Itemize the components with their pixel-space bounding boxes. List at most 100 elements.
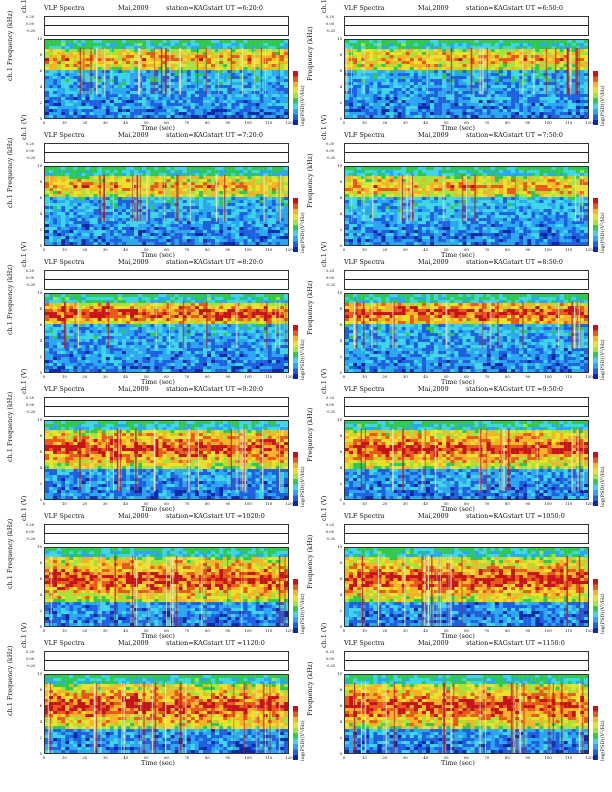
spectrogram-cell [61, 197, 66, 201]
spectrogram-cell [474, 40, 479, 44]
spectrogram-cell [381, 49, 386, 53]
spectrogram-cell [198, 64, 204, 68]
spectrogram-cell [130, 236, 135, 240]
spectrogram-cell [85, 236, 90, 240]
spectrogram-cell [158, 218, 163, 222]
spectrogram-cell [267, 103, 272, 107]
spectrogram-cell [57, 58, 62, 62]
spectrogram-cell [275, 103, 281, 107]
spectrogram-cell [49, 191, 54, 195]
spectrogram-cell [154, 49, 159, 53]
spectrogram-cell [186, 82, 191, 86]
spectrogram-cell [202, 176, 208, 180]
spectrogram-cell [142, 227, 147, 231]
spectrogram-cell [235, 185, 240, 189]
spectrogram-cell [182, 109, 187, 113]
spectrogram-cell [158, 40, 163, 44]
spectrogram-cell [215, 88, 220, 92]
spectrogram-cell [430, 64, 435, 68]
spectrogram-cell [53, 236, 58, 240]
spectrogram-cell [231, 224, 236, 228]
spectrogram-cell [109, 76, 114, 80]
spectrogram-cell [182, 167, 187, 171]
spectrogram-cell [458, 52, 463, 56]
spectrogram-cell [283, 236, 288, 240]
spectrogram-cell [146, 82, 151, 86]
spectrogram-cell [69, 227, 74, 231]
spectrogram-cell [134, 227, 139, 231]
spectrogram-cell [93, 58, 98, 62]
spectrogram-cell [474, 49, 479, 53]
spectrogram-cell [146, 233, 151, 237]
spectrogram-cell [117, 109, 123, 113]
spectrogram-cell [223, 236, 228, 240]
spectrogram-cell [267, 112, 272, 116]
spectrogram-cell [369, 103, 374, 107]
spectrogram-cell [178, 206, 183, 210]
spectrogram-cell [454, 109, 459, 113]
spectrogram-cell [466, 85, 471, 89]
spectrogram-cell [434, 43, 439, 47]
spectrogram-cell [223, 109, 228, 113]
spectrogram-cell [417, 76, 423, 80]
spectrogram-cell [421, 73, 427, 77]
spectrogram-cell [462, 43, 467, 47]
spectrogram-cell [202, 215, 208, 219]
spectrogram-cell [235, 167, 240, 171]
spectrogram-cell [377, 239, 382, 243]
spectrogram-cell [134, 64, 139, 68]
spectrogram-cell [430, 115, 435, 118]
spectrogram-cell [190, 82, 195, 86]
spectrogram-cell [113, 230, 119, 234]
spectrogram-cell [170, 43, 175, 47]
spectrogram-cell [494, 115, 500, 118]
spectrogram-cell [474, 67, 479, 71]
spectrogram-cell [490, 46, 495, 50]
spectrogram-cell [190, 115, 195, 118]
spectrogram-cell [61, 40, 66, 44]
spectrogram-cell [490, 55, 495, 59]
spectrogram-cell [381, 67, 386, 71]
spectrogram-cell [211, 46, 216, 50]
spectrogram-cell [421, 82, 427, 86]
spectrogram-cell [393, 49, 398, 53]
spectrogram-cell [158, 85, 163, 89]
panel-title-month: Mai,2009 [418, 131, 449, 139]
spectrogram-cell [527, 88, 532, 92]
spectrogram-cell [158, 185, 163, 189]
spectrogram-cell [409, 112, 414, 116]
spectrogram-cell [438, 76, 443, 80]
spectrogram-cell [73, 100, 78, 104]
spectrogram-cell [190, 194, 195, 198]
spectrogram-cell [57, 64, 62, 68]
spectrogram-streak [99, 174, 101, 222]
spectrogram-streak [154, 47, 156, 95]
spectrogram-cell [478, 61, 483, 65]
spectrogram-cell [263, 46, 268, 50]
spectrogram-cell [85, 191, 90, 195]
spectrogram-cell [235, 209, 240, 213]
spectrogram-cell [89, 182, 94, 186]
spectrogram-streak [146, 174, 148, 222]
spectrogram-cell [251, 224, 256, 228]
spectrogram-cell [142, 200, 147, 204]
spectrogram-cell [142, 79, 147, 83]
spectrogram-cell [162, 88, 167, 92]
spectrogram-cell [49, 94, 54, 98]
spectrogram-cell [490, 61, 495, 65]
spectrogram-cell [142, 239, 147, 243]
spectrogram-cell [567, 79, 572, 83]
spectrogram-cell [405, 88, 410, 92]
spectrogram-cell [186, 115, 191, 118]
spectrogram-cell [490, 76, 495, 80]
spectrogram-cell [490, 109, 495, 113]
spectrogram-cell [235, 97, 240, 101]
spectrogram-cell [154, 221, 159, 225]
spectrogram-cell [494, 76, 500, 80]
spectrogram-cell [555, 82, 560, 86]
spectrogram-cell [470, 52, 475, 56]
spectrogram-cell [227, 40, 232, 44]
spectrogram-cell [77, 203, 82, 207]
spectrogram-cell [543, 112, 548, 116]
spectrogram-cell [61, 179, 66, 183]
